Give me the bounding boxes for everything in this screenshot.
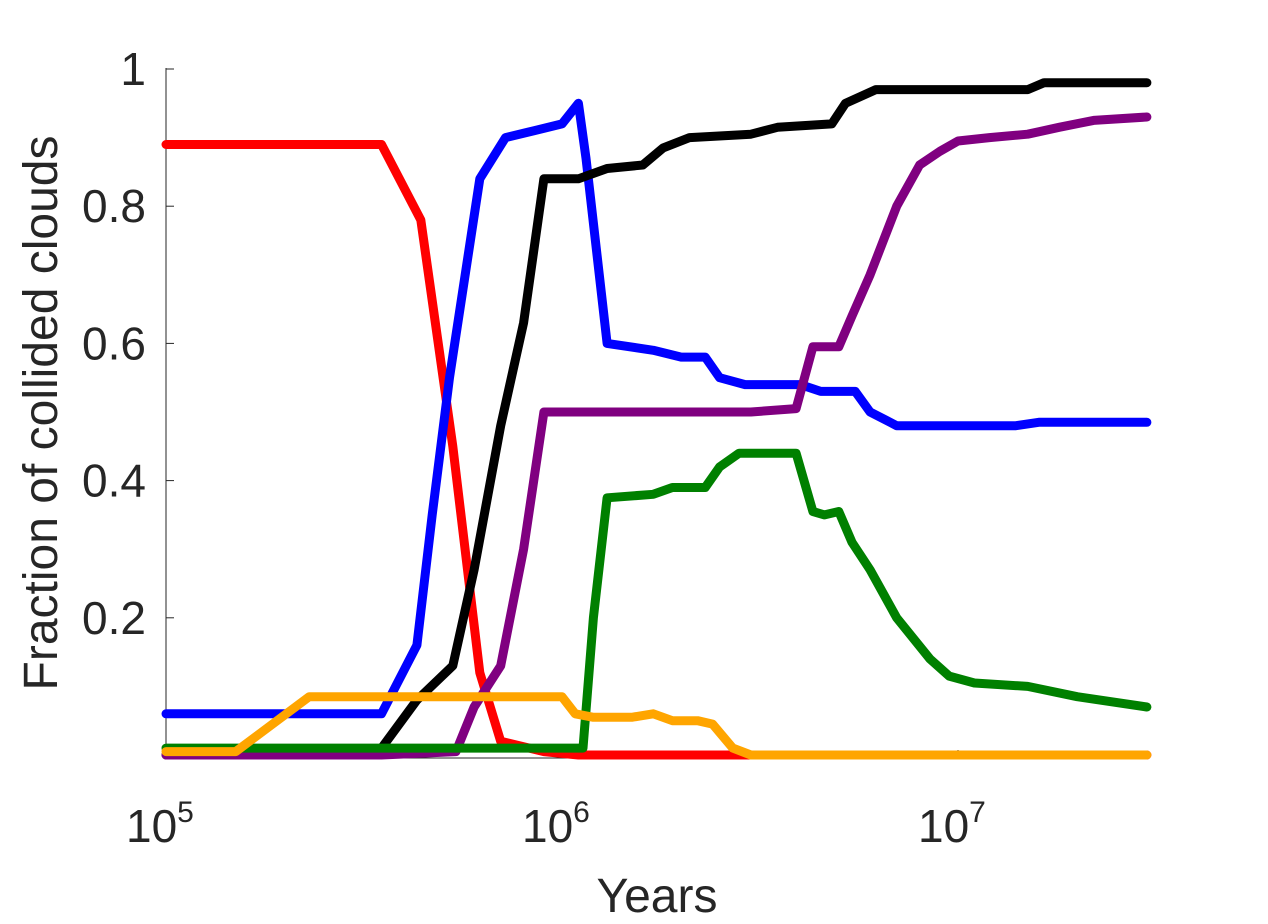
- y-tick-label: 0.2: [82, 592, 146, 644]
- y-axis-label: Fraction of collided clouds: [15, 136, 68, 691]
- x-tick-label: 107: [918, 796, 986, 852]
- series-line-1: [161, 140, 1152, 760]
- y-tick-label: 0.8: [82, 180, 146, 232]
- series-line-5: [161, 448, 1152, 753]
- series-line-2: [161, 98, 1152, 719]
- y-tick-label: 0.4: [82, 455, 146, 507]
- series-line-6: [161, 692, 1152, 760]
- series-line-3: [161, 78, 1152, 760]
- series-lines: [161, 78, 1152, 760]
- series-line-4: [161, 112, 1152, 760]
- x-tick-label: 105: [126, 796, 194, 852]
- tick-labels: 0.2 0.4 0.6 0.8 1 105 106 107: [82, 43, 986, 852]
- y-tick-label: 1: [120, 43, 146, 95]
- x-axis-label: Years: [597, 870, 718, 923]
- y-tick-label: 0.6: [82, 317, 146, 369]
- x-tick-label: 106: [522, 796, 590, 852]
